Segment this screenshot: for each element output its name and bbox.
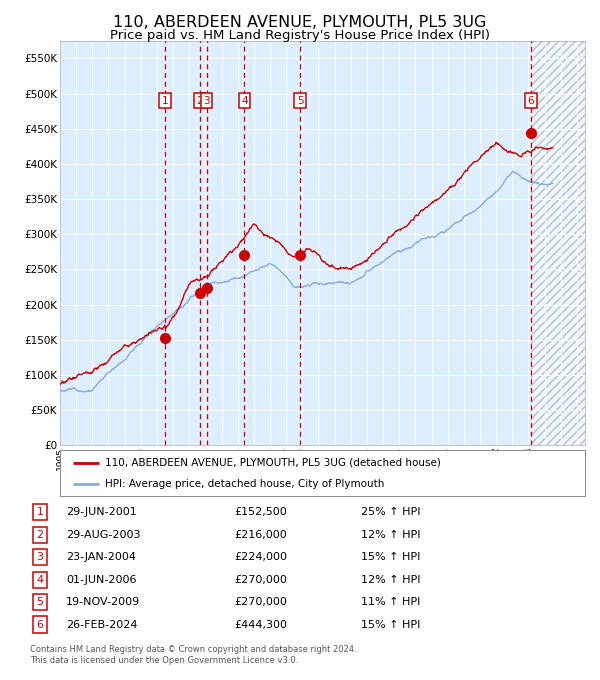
Text: This data is licensed under the Open Government Licence v3.0.: This data is licensed under the Open Gov… xyxy=(30,656,298,664)
Text: 23-JAN-2004: 23-JAN-2004 xyxy=(66,552,136,562)
Text: 4: 4 xyxy=(241,96,248,105)
Bar xyxy=(531,41,585,445)
Text: 4: 4 xyxy=(37,575,43,585)
Text: 3: 3 xyxy=(37,552,43,562)
Text: 6: 6 xyxy=(37,619,43,630)
Text: 15% ↑ HPI: 15% ↑ HPI xyxy=(361,619,421,630)
Text: £444,300: £444,300 xyxy=(234,619,287,630)
Text: 11% ↑ HPI: 11% ↑ HPI xyxy=(361,597,421,607)
Text: 3: 3 xyxy=(203,96,210,105)
Text: 5: 5 xyxy=(297,96,304,105)
Text: Contains HM Land Registry data © Crown copyright and database right 2024.: Contains HM Land Registry data © Crown c… xyxy=(30,645,356,653)
Text: 01-JUN-2006: 01-JUN-2006 xyxy=(66,575,136,585)
Text: 2: 2 xyxy=(37,530,43,540)
Text: £216,000: £216,000 xyxy=(234,530,287,540)
Text: 110, ABERDEEN AVENUE, PLYMOUTH, PL5 3UG: 110, ABERDEEN AVENUE, PLYMOUTH, PL5 3UG xyxy=(113,15,487,30)
Text: 1: 1 xyxy=(37,507,43,517)
Text: 19-NOV-2009: 19-NOV-2009 xyxy=(66,597,140,607)
Bar xyxy=(531,41,585,445)
Text: 26-FEB-2024: 26-FEB-2024 xyxy=(66,619,137,630)
Text: 12% ↑ HPI: 12% ↑ HPI xyxy=(361,530,421,540)
Text: Price paid vs. HM Land Registry's House Price Index (HPI): Price paid vs. HM Land Registry's House … xyxy=(110,29,490,42)
Text: 2: 2 xyxy=(197,96,203,105)
Text: 25% ↑ HPI: 25% ↑ HPI xyxy=(361,507,421,517)
Text: 15% ↑ HPI: 15% ↑ HPI xyxy=(361,552,421,562)
Text: £270,000: £270,000 xyxy=(234,575,287,585)
Text: 6: 6 xyxy=(528,96,535,105)
Text: £224,000: £224,000 xyxy=(234,552,287,562)
Text: 5: 5 xyxy=(37,597,43,607)
Text: 12% ↑ HPI: 12% ↑ HPI xyxy=(361,575,421,585)
Text: HPI: Average price, detached house, City of Plymouth: HPI: Average price, detached house, City… xyxy=(104,479,384,489)
Text: 1: 1 xyxy=(161,96,169,105)
Text: 29-AUG-2003: 29-AUG-2003 xyxy=(66,530,140,540)
Text: £270,000: £270,000 xyxy=(234,597,287,607)
Text: 110, ABERDEEN AVENUE, PLYMOUTH, PL5 3UG (detached house): 110, ABERDEEN AVENUE, PLYMOUTH, PL5 3UG … xyxy=(104,458,440,468)
Text: £152,500: £152,500 xyxy=(234,507,287,517)
Text: 29-JUN-2001: 29-JUN-2001 xyxy=(66,507,137,517)
